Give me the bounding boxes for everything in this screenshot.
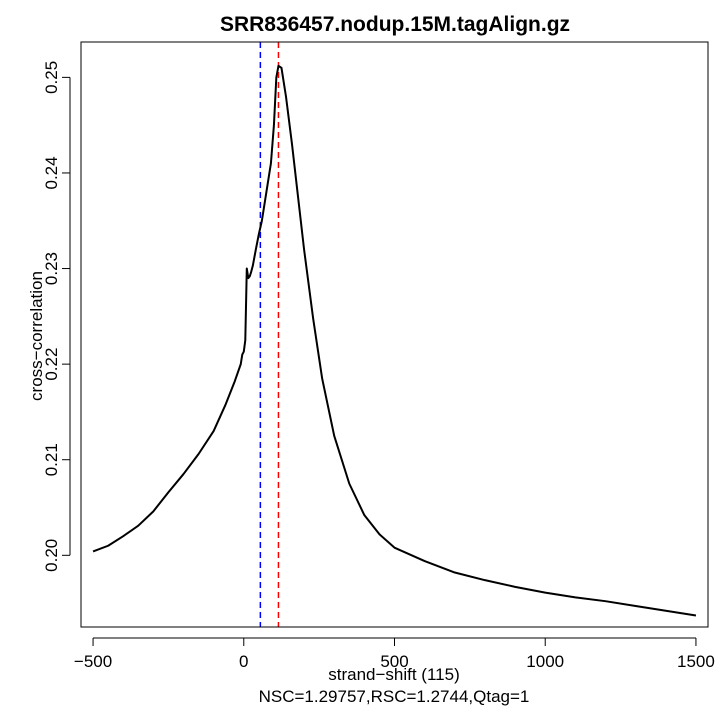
y-tick-label: 0.20 xyxy=(42,539,61,572)
y-tick-label: 0.21 xyxy=(42,443,61,476)
x-tick-label: 1500 xyxy=(677,652,715,671)
y-axis-label: cross−correlation xyxy=(27,271,46,401)
chart-title: SRR836457.nodup.15M.tagAlign.gz xyxy=(220,13,570,36)
chart-subtitle: NSC=1.29757,RSC=1.2744,Qtag=1 xyxy=(259,687,530,706)
cross-correlation-series-line xyxy=(92,64,697,617)
plot-area: −500 0 500 1000 1500 0.20 0.21 0.22 0.23 0.24 0.25 xyxy=(42,42,715,671)
x-tick-label: 1000 xyxy=(526,652,564,671)
y-tick-label: 0.24 xyxy=(42,156,61,189)
x-axis-label: strand−shift (115) xyxy=(328,665,460,684)
x-tick-label: 0 xyxy=(239,652,248,671)
x-tick-label: −500 xyxy=(74,652,112,671)
y-tick-label: 0.23 xyxy=(42,252,61,285)
plot-frame xyxy=(80,41,709,628)
y-tick-label: 0.22 xyxy=(42,348,61,381)
x-tick-label: 500 xyxy=(380,652,408,671)
y-tick-label: 0.25 xyxy=(42,61,61,94)
